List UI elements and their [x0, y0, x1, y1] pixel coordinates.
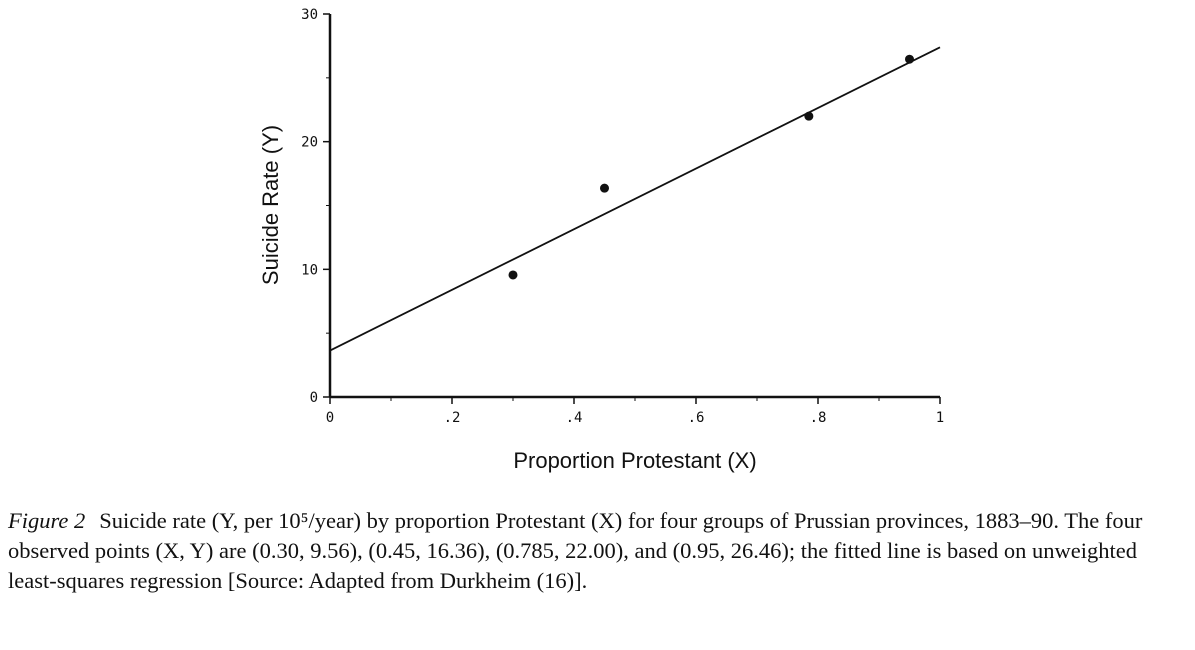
x-tick-label: 1: [936, 410, 944, 426]
chart-points: [508, 54, 914, 280]
y-tick-label: 20: [301, 135, 318, 151]
figure-label: Figure 2: [8, 508, 86, 533]
data-point: [804, 111, 814, 121]
x-tick-label: 0: [326, 410, 334, 426]
fitted-line: [329, 46, 941, 352]
y-tick-label: 0: [310, 390, 318, 406]
caption-text: Suicide rate (Y, per 10⁵/year) by propor…: [8, 508, 1143, 593]
data-point: [905, 54, 914, 64]
y-tick-label: 30: [301, 7, 318, 23]
y-axis-title: Suicide Rate (Y): [258, 125, 283, 285]
x-tick-label: .4: [566, 410, 583, 426]
x-tick-label: .6: [688, 410, 705, 426]
x-axis-title: Proportion Protestant (X): [513, 448, 756, 473]
x-tick-label: .8: [810, 410, 827, 426]
chart-fit: [329, 46, 941, 352]
figure-caption: Figure 2 Suicide rate (Y, per 10⁵/year) b…: [8, 506, 1188, 596]
data-point: [600, 183, 609, 193]
x-tick-label: .2: [444, 410, 461, 426]
y-tick-label: 10: [301, 262, 318, 278]
chart-axes: [328, 14, 940, 399]
data-point: [508, 270, 518, 280]
